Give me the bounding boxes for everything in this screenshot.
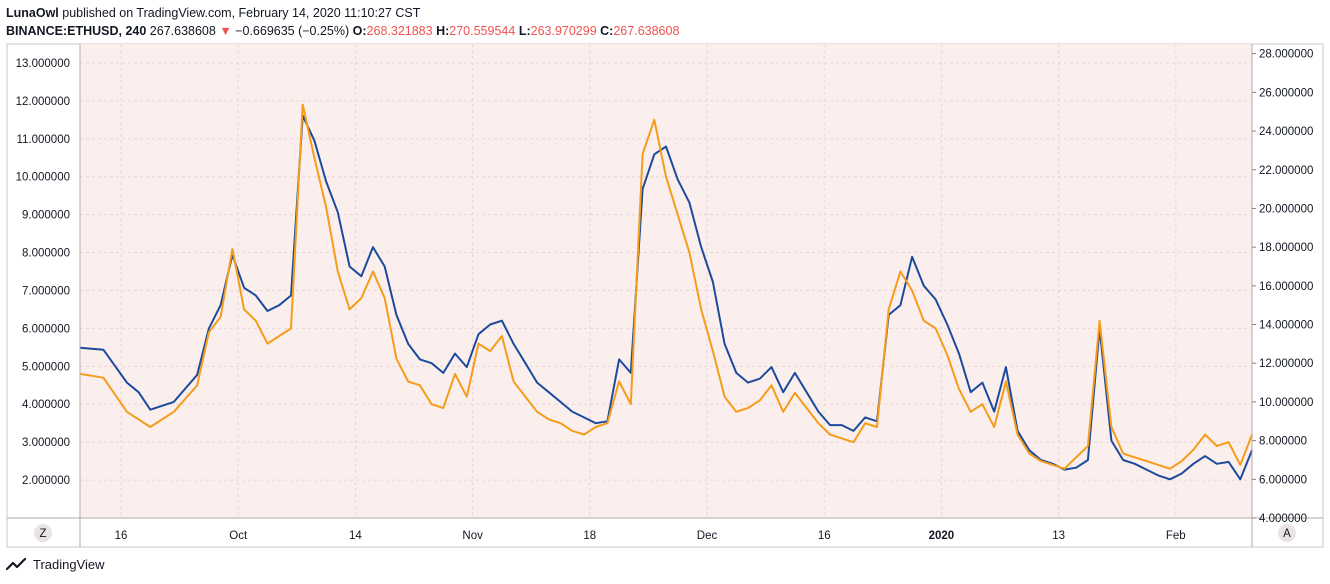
price-change: −0.669635 (−0.25%) — [235, 24, 350, 38]
down-arrow-icon: ▼ — [219, 24, 232, 38]
time-tick-label: Feb — [1166, 530, 1186, 542]
right-tick-label: 12.000000 — [1259, 358, 1313, 370]
right-tick-label: 4.000000 — [1259, 513, 1307, 525]
symbol-name: BINANCE:ETHUSD, 240 — [6, 24, 147, 38]
brand-name: TradingView — [33, 557, 105, 572]
right-tick-label: 10.000000 — [1259, 397, 1313, 409]
low-value: 263.970299 — [530, 24, 597, 38]
close-label: C: — [600, 24, 614, 38]
left-tick-label: 12.000000 — [16, 96, 70, 108]
footer-branding[interactable]: TradingView — [6, 557, 105, 572]
time-tick-label: Oct — [229, 530, 248, 542]
left-tick-label: 9.000000 — [22, 210, 70, 222]
chart-header: LunaOwl published on TradingView.com, Fe… — [6, 4, 679, 40]
tradingview-logo-icon — [6, 557, 27, 570]
right-axis[interactable]: 4.000000 6.000000 8.000000 10.000000 12.0000… — [1252, 49, 1313, 525]
high-label: H: — [436, 24, 450, 38]
right-tick-label: 22.000000 — [1259, 165, 1313, 177]
high-value: 270.559544 — [449, 24, 516, 38]
left-tick-label: 7.000000 — [22, 285, 70, 297]
scale-z-label[interactable]: Z — [39, 528, 46, 540]
last-price: 267.638608 — [149, 24, 216, 38]
plot-area[interactable] — [80, 44, 1252, 518]
open-label: O: — [352, 24, 367, 38]
right-tick-label: 24.000000 — [1259, 126, 1313, 138]
publish-info: published on TradingView.com, February 1… — [62, 6, 421, 20]
time-tick-label: 2020 — [929, 530, 955, 542]
publish-line: LunaOwl published on TradingView.com, Fe… — [6, 4, 679, 22]
scale-z-circle[interactable] — [34, 524, 52, 542]
series-lines — [79, 103, 1253, 481]
left-tick-label: 6.000000 — [22, 323, 70, 335]
auto-scale-button[interactable]: A — [1278, 524, 1296, 542]
left-tick-label: 4.000000 — [22, 399, 70, 411]
left-tick-label: 13.000000 — [16, 58, 70, 70]
right-tick-label: 8.000000 — [1259, 436, 1307, 448]
left-tick-label: 11.000000 — [16, 134, 70, 146]
right-tick-label: 18.000000 — [1259, 242, 1313, 254]
close-value: 267.638608 — [613, 24, 680, 38]
right-tick-label: 16.000000 — [1259, 281, 1313, 293]
left-tick-label: 8.000000 — [22, 248, 70, 260]
left-axis[interactable]: 2.000000 3.000000 4.000000 5.000000 6.000000… — [16, 58, 70, 487]
right-tick-label: 26.000000 — [1259, 87, 1313, 99]
left-tick-label: 2.000000 — [22, 475, 70, 487]
time-tick-label: Dec — [697, 530, 718, 542]
right-tick-label: 28.000000 — [1259, 49, 1313, 61]
grid-lines — [80, 44, 1252, 518]
right-tick-label: 6.000000 — [1259, 474, 1307, 486]
auto-scale-circle[interactable] — [1278, 524, 1296, 542]
time-tick-label: 13 — [1052, 530, 1065, 542]
time-tick-label: 18 — [583, 530, 596, 542]
time-axis[interactable]: 16 Oct 14 Nov 18 Dec 16 2020 13 Feb — [115, 530, 1186, 542]
right-tick-label: 20.000000 — [1259, 203, 1313, 215]
left-tick-label: 10.000000 — [16, 172, 70, 184]
left-tick-label: 5.000000 — [22, 361, 70, 373]
auto-scale-label[interactable]: A — [1283, 528, 1291, 540]
symbol-line: BINANCE:ETHUSD, 240 267.638608 ▼ −0.6696… — [6, 22, 679, 40]
left-tick-label: 3.000000 — [22, 437, 70, 449]
low-label: L: — [518, 24, 531, 38]
right-tick-label: 14.000000 — [1259, 320, 1313, 332]
time-tick-label: 16 — [115, 530, 128, 542]
series-line-2 — [79, 103, 1253, 470]
time-tick-label: 16 — [818, 530, 831, 542]
open-value: 268.321883 — [366, 24, 433, 38]
time-tick-label: 14 — [349, 530, 362, 542]
scale-z-button[interactable]: Z — [34, 524, 52, 542]
publisher-name[interactable]: LunaOwl — [6, 6, 59, 20]
time-tick-label: Nov — [462, 530, 483, 542]
